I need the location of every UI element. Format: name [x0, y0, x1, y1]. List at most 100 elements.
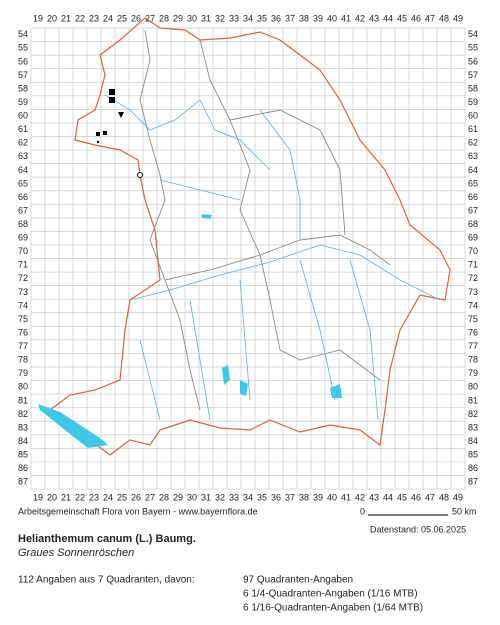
row-label: 81 [18, 395, 28, 405]
row-label: 64 [18, 165, 28, 175]
lakes [38, 214, 342, 448]
column-label: 21 [61, 13, 71, 23]
row-label: 77 [18, 341, 28, 351]
row-label: 75 [468, 314, 478, 324]
column-label: 37 [285, 13, 295, 23]
row-label: 56 [18, 56, 28, 66]
column-label: 20 [47, 492, 57, 502]
column-label: 27 [145, 13, 155, 23]
row-label: 67 [18, 205, 28, 215]
column-label: 43 [369, 492, 379, 502]
row-label: 54 [18, 29, 28, 39]
column-label: 36 [271, 13, 281, 23]
district-borders [139, 29, 391, 411]
row-label: 71 [468, 260, 478, 270]
column-label: 35 [257, 13, 267, 23]
row-label: 77 [468, 341, 478, 351]
grid [30, 27, 466, 490]
column-label: 45 [397, 13, 407, 23]
column-label: 40 [327, 492, 337, 502]
row-label: 57 [468, 70, 478, 80]
column-label: 31 [201, 492, 211, 502]
row-label: 82 [468, 409, 478, 419]
date: Datenstand: 05.06.2025 [370, 524, 466, 534]
row-label: 62 [18, 138, 28, 148]
row-label: 67 [468, 205, 478, 215]
row-label: 54 [468, 29, 478, 39]
scale-end: 50 km [452, 506, 477, 516]
occurrence-markers [96, 89, 143, 178]
row-label: 78 [18, 355, 28, 365]
row-label: 56 [468, 56, 478, 66]
row-label: 76 [468, 327, 478, 337]
row-label: 57 [18, 70, 28, 80]
column-label: 23 [89, 492, 99, 502]
column-label: 41 [341, 13, 351, 23]
column-label: 36 [271, 492, 281, 502]
column-label: 35 [257, 492, 267, 502]
column-label: 43 [369, 13, 379, 23]
row-label: 65 [18, 178, 28, 188]
row-label: 63 [18, 151, 28, 161]
column-label: 27 [145, 492, 155, 502]
summary: 112 Angaben aus 7 Quadranten, davon: [18, 575, 195, 586]
column-label: 25 [117, 492, 127, 502]
column-label: 23 [89, 13, 99, 23]
row-label: 75 [18, 314, 28, 324]
stat-line: 6 1/16-Quadranten-Angaben (1/64 MTB) [243, 603, 423, 614]
column-label: 20 [47, 13, 57, 23]
common-name: Graues Sonnenröschen [18, 547, 134, 559]
row-label: 73 [18, 287, 28, 297]
column-label: 21 [61, 492, 71, 502]
row-label: 71 [18, 260, 28, 270]
column-label: 42 [355, 492, 365, 502]
row-label: 79 [468, 368, 478, 378]
column-label: 28 [159, 13, 169, 23]
row-label: 83 [18, 422, 28, 432]
row-label: 58 [18, 83, 28, 93]
row-label: 64 [468, 165, 478, 175]
row-label: 72 [468, 273, 478, 283]
column-label: 46 [411, 13, 421, 23]
column-label: 32 [215, 13, 225, 23]
row-label: 66 [468, 192, 478, 202]
column-label: 30 [187, 13, 197, 23]
row-label: 63 [468, 151, 478, 161]
row-label: 62 [468, 138, 478, 148]
row-label: 76 [18, 327, 28, 337]
stat-line: 6 1/4-Quadranten-Angaben (1/16 MTB) [243, 589, 418, 600]
rivers [104, 94, 441, 421]
column-label: 19 [33, 492, 43, 502]
row-label: 79 [18, 368, 28, 378]
column-label: 22 [75, 492, 85, 502]
row-label: 85 [18, 450, 28, 460]
row-label: 61 [18, 124, 28, 134]
row-label: 73 [468, 287, 478, 297]
scale-start: 0 [360, 506, 365, 516]
column-label: 44 [383, 492, 393, 502]
row-label: 61 [468, 124, 478, 134]
column-label: 24 [103, 13, 113, 23]
row-label: 60 [18, 111, 28, 121]
species-name: Helianthemum canum (L.) Baumg. [18, 533, 196, 545]
row-label: 86 [18, 463, 28, 473]
column-label: 31 [201, 13, 211, 23]
row-label: 70 [18, 246, 28, 256]
row-label: 65 [468, 178, 478, 188]
row-label: 55 [18, 43, 28, 53]
column-label: 46 [411, 492, 421, 502]
row-label: 55 [468, 43, 478, 53]
column-label: 37 [285, 492, 295, 502]
row-label: 70 [468, 246, 478, 256]
row-label: 82 [18, 409, 28, 419]
column-label: 26 [131, 13, 141, 23]
column-label: 30 [187, 492, 197, 502]
column-label: 38 [299, 13, 309, 23]
column-label: 49 [453, 13, 463, 23]
column-label: 42 [355, 13, 365, 23]
row-label: 68 [468, 219, 478, 229]
column-label: 32 [215, 492, 225, 502]
column-label: 45 [397, 492, 407, 502]
row-label: 69 [468, 233, 478, 243]
